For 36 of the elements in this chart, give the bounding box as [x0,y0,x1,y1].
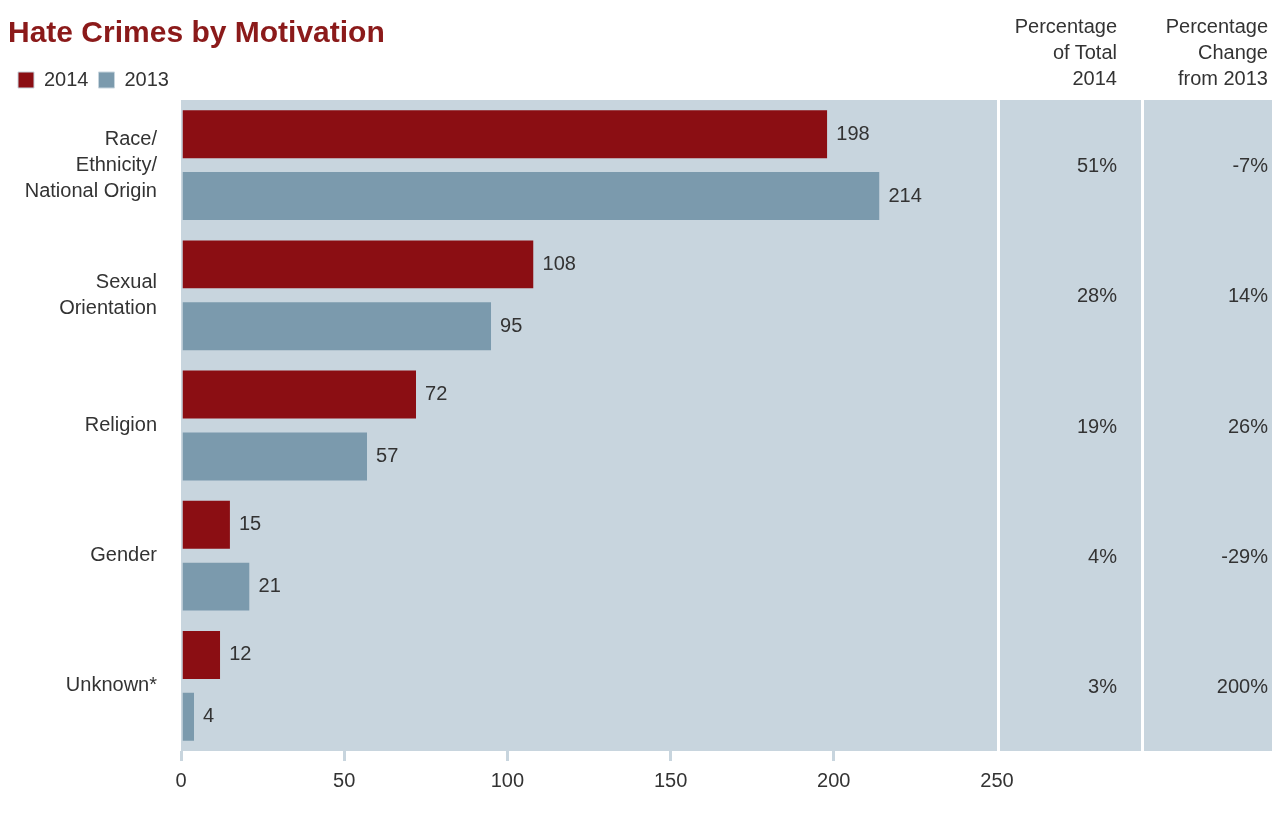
data-label: 15 [238,512,262,535]
y-tick-label: Gender [90,543,158,566]
text: Percentage of Total 2014 [1014,14,1117,91]
x-tick-label: 150 [653,768,688,791]
y-tick-label: Sexual Orientation [59,269,157,318]
y-tick-label: Race/ Ethnicity/ National Origin [24,126,158,201]
data-label: 72 [425,382,448,405]
text: -29% [1221,543,1268,569]
data-label: 57 [376,443,399,466]
text: 26% [1227,413,1268,439]
data-label: 21 [258,574,281,597]
y-tick-label: Unknown* [65,673,158,696]
x-tick-label: 50 [333,768,356,791]
legend-label: 2014 [44,67,89,90]
data-label: 4 [203,704,215,727]
data-label: 12 [229,642,252,665]
x-tick-label: 250 [980,768,1014,791]
text: 200% [1216,673,1268,699]
y-tick-label: Religion [84,413,157,436]
text: 3% [1088,673,1117,699]
text: -7% [1232,153,1268,179]
data-label: 95 [500,313,523,336]
data-label: 214 [888,183,922,206]
x-tick-label: 0 [175,768,187,791]
x-tick-label: 200 [817,768,851,791]
x-tick-label: 100 [490,768,525,791]
data-label: 108 [542,251,576,274]
legend-label: 2013 [124,67,169,90]
data-label: 198 [836,121,870,144]
text: 19% [1076,413,1117,439]
chart-title: Hate Crimes by Motivation [8,15,385,49]
text: 14% [1227,283,1268,309]
text: 28% [1076,283,1117,309]
text: 4% [1088,543,1117,569]
text: 51% [1076,153,1117,179]
text: Percentage Change from 2013 [1165,14,1268,91]
